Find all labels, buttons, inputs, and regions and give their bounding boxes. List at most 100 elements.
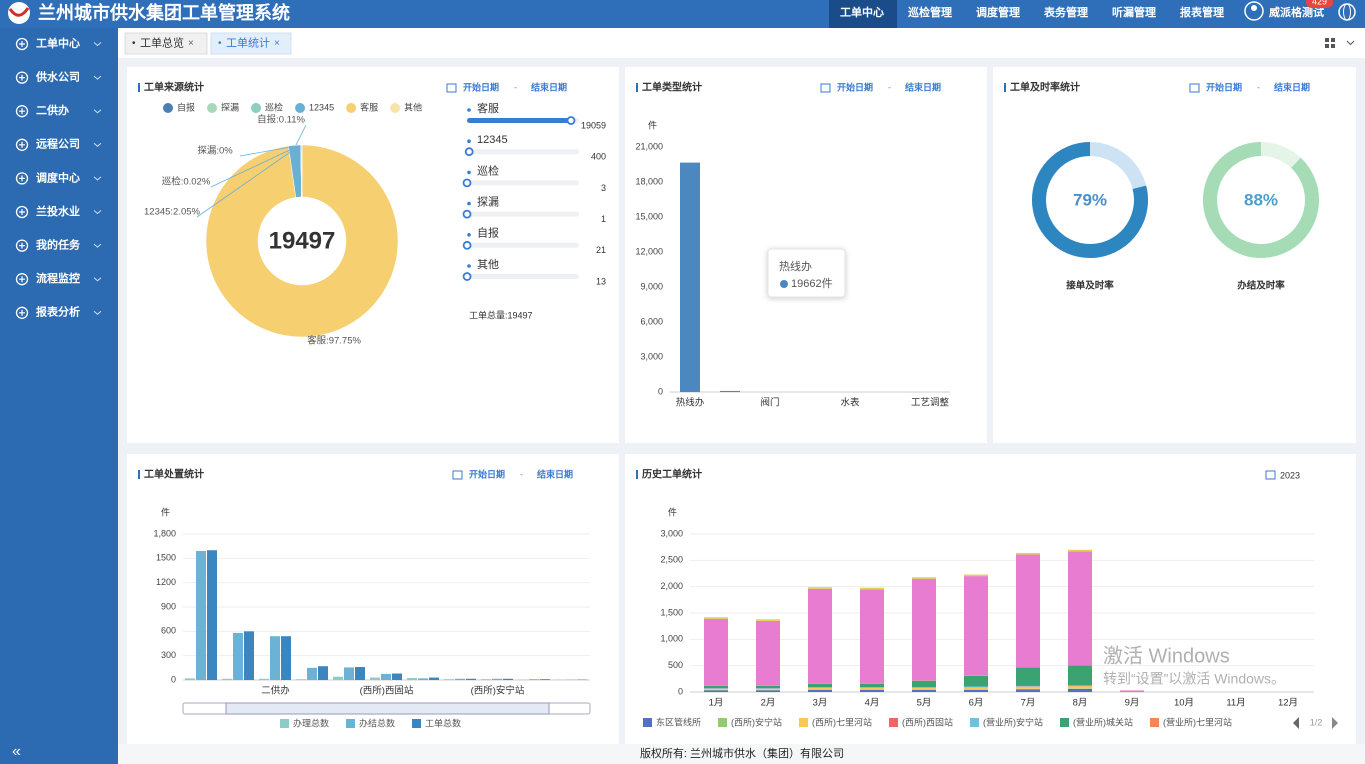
collapse-button[interactable]: « bbox=[12, 743, 21, 760]
legend-label[interactable]: 自报 bbox=[177, 101, 195, 112]
user-name[interactable]: 威派格测试 bbox=[1269, 5, 1324, 19]
panel-title: 工单及时率统计 bbox=[1010, 81, 1080, 94]
header-bar bbox=[0, 0, 1365, 28]
legend-label[interactable]: 12345 bbox=[309, 102, 334, 112]
logo-mark bbox=[8, 7, 30, 17]
bar-segment bbox=[912, 577, 936, 579]
menu-item[interactable]: 兰投水业 bbox=[36, 204, 80, 218]
menu-icon bbox=[15, 273, 29, 286]
menu-icon bbox=[15, 172, 29, 185]
y-tick-label: 1,000 bbox=[660, 634, 683, 644]
nav-item[interactable]: 表务管理 bbox=[1043, 5, 1088, 19]
legend-prev[interactable] bbox=[1293, 717, 1299, 729]
pie-label: 巡检:0.02% bbox=[162, 176, 211, 188]
date-end[interactable]: 结束日期 bbox=[537, 468, 573, 479]
menu-item[interactable]: 工单中心 bbox=[36, 36, 80, 50]
x-tick-label: 二供办 bbox=[261, 685, 290, 697]
legend-label[interactable]: 探漏 bbox=[221, 101, 239, 112]
legend-label[interactable]: (营业所)七里河站 bbox=[1163, 716, 1232, 727]
legend-label[interactable]: 其他 bbox=[404, 101, 422, 112]
legend-label[interactable]: 东区管线所 bbox=[656, 716, 701, 727]
menu-icon bbox=[15, 37, 29, 51]
legend-label[interactable]: (营业所)城关站 bbox=[1073, 716, 1133, 727]
nav-item[interactable]: 报表管理 bbox=[1180, 5, 1224, 19]
legend-label[interactable]: (西所)西固站 bbox=[902, 716, 953, 727]
calendar-icon bbox=[820, 83, 831, 93]
gauge-label: 接单及时率 bbox=[1066, 280, 1114, 292]
progress-knob bbox=[462, 178, 472, 188]
year-picker[interactable]: 2023 bbox=[1280, 470, 1300, 480]
legend-label[interactable]: 客服 bbox=[360, 101, 378, 112]
legend-label[interactable]: (西所)安宁站 bbox=[731, 716, 782, 727]
bar-segment bbox=[1068, 688, 1092, 689]
bar-segment bbox=[756, 620, 780, 686]
x-tick-label: 水表 bbox=[840, 397, 860, 409]
gauge-value: 88% bbox=[1244, 190, 1278, 209]
y-tick-label: 900 bbox=[161, 601, 176, 611]
nav-item[interactable]: 调度管理 bbox=[976, 5, 1020, 19]
menu-item[interactable]: 供水公司 bbox=[35, 70, 80, 84]
menu-item[interactable]: 报表分析 bbox=[36, 305, 80, 319]
legend-swatch bbox=[889, 718, 899, 727]
bar bbox=[466, 678, 476, 680]
tab-close[interactable]: × bbox=[188, 38, 194, 49]
date-start[interactable]: 开始日期 bbox=[469, 468, 505, 479]
calendar-icon bbox=[1265, 470, 1276, 480]
pie-center: 19497 bbox=[269, 227, 336, 254]
y-tick-label: 21,000 bbox=[635, 141, 663, 151]
zoom-window[interactable] bbox=[225, 702, 550, 715]
bar-segment bbox=[704, 688, 728, 689]
menu-item[interactable]: 调度中心 bbox=[36, 170, 80, 184]
menu-chevron bbox=[93, 176, 102, 181]
tab[interactable] bbox=[124, 32, 208, 55]
grid-icon[interactable] bbox=[1325, 38, 1329, 42]
menu-icon bbox=[19, 276, 25, 283]
menu-chevron bbox=[93, 109, 102, 114]
app-title: 兰州城市供水集团工单管理系统 bbox=[38, 2, 290, 23]
badge-count: 429 bbox=[1312, 0, 1327, 6]
date-end[interactable]: 结束日期 bbox=[1274, 81, 1310, 92]
x-tick-label: 10月 bbox=[1174, 698, 1194, 709]
menu-icon bbox=[15, 138, 29, 151]
date-end[interactable]: 结束日期 bbox=[531, 81, 567, 92]
user-icon[interactable] bbox=[1244, 1, 1264, 21]
bar-segment bbox=[1016, 686, 1040, 689]
tab-label[interactable]: 工单统计 bbox=[226, 36, 270, 49]
bar bbox=[244, 631, 254, 680]
date-start[interactable]: 开始日期 bbox=[1206, 81, 1242, 92]
bar bbox=[492, 678, 502, 680]
tab-close[interactable]: × bbox=[274, 38, 280, 49]
legend-label[interactable]: (西所)七里河站 bbox=[812, 716, 872, 727]
nav-item[interactable]: 巡检管理 bbox=[908, 5, 952, 19]
date-start[interactable]: 开始日期 bbox=[837, 81, 873, 92]
legend-label[interactable]: 办理总数 bbox=[293, 717, 329, 728]
watermark: 激活 Windows bbox=[1103, 644, 1230, 667]
menu-icon bbox=[19, 108, 25, 115]
legend-next[interactable] bbox=[1332, 717, 1338, 729]
bar-segment bbox=[964, 689, 988, 690]
legend-label[interactable]: (营业所)安宁站 bbox=[983, 716, 1043, 727]
menu-chevron bbox=[93, 310, 102, 315]
nav-item[interactable]: 工单中心 bbox=[840, 5, 884, 19]
menu-item[interactable]: 远程公司 bbox=[36, 137, 80, 151]
bar bbox=[207, 550, 217, 680]
title-bar bbox=[636, 470, 638, 479]
menu-item[interactable]: 二供办 bbox=[36, 103, 69, 117]
legend-label[interactable]: 巡检 bbox=[265, 101, 283, 112]
x-tick-label: 1月 bbox=[709, 698, 724, 709]
list-dot bbox=[467, 108, 471, 112]
y-tick-label: 300 bbox=[161, 650, 176, 660]
tab-label[interactable]: 工单总览 bbox=[140, 35, 184, 49]
tab-active[interactable] bbox=[210, 32, 292, 55]
legend-label[interactable]: 工单总数 bbox=[425, 717, 461, 728]
legend-page: 1/2 bbox=[1310, 717, 1323, 727]
date-start[interactable]: 开始日期 bbox=[463, 81, 499, 92]
leader-line bbox=[239, 145, 297, 157]
progress-knob bbox=[566, 116, 576, 125]
date-end[interactable]: 结束日期 bbox=[905, 81, 941, 92]
menu-item[interactable]: 我的任务 bbox=[36, 238, 81, 252]
legend-label[interactable]: 办结总数 bbox=[359, 717, 395, 728]
legend-swatch bbox=[163, 103, 173, 113]
menu-item[interactable]: 流程监控 bbox=[36, 271, 80, 285]
nav-item[interactable]: 听漏管理 bbox=[1112, 5, 1156, 19]
